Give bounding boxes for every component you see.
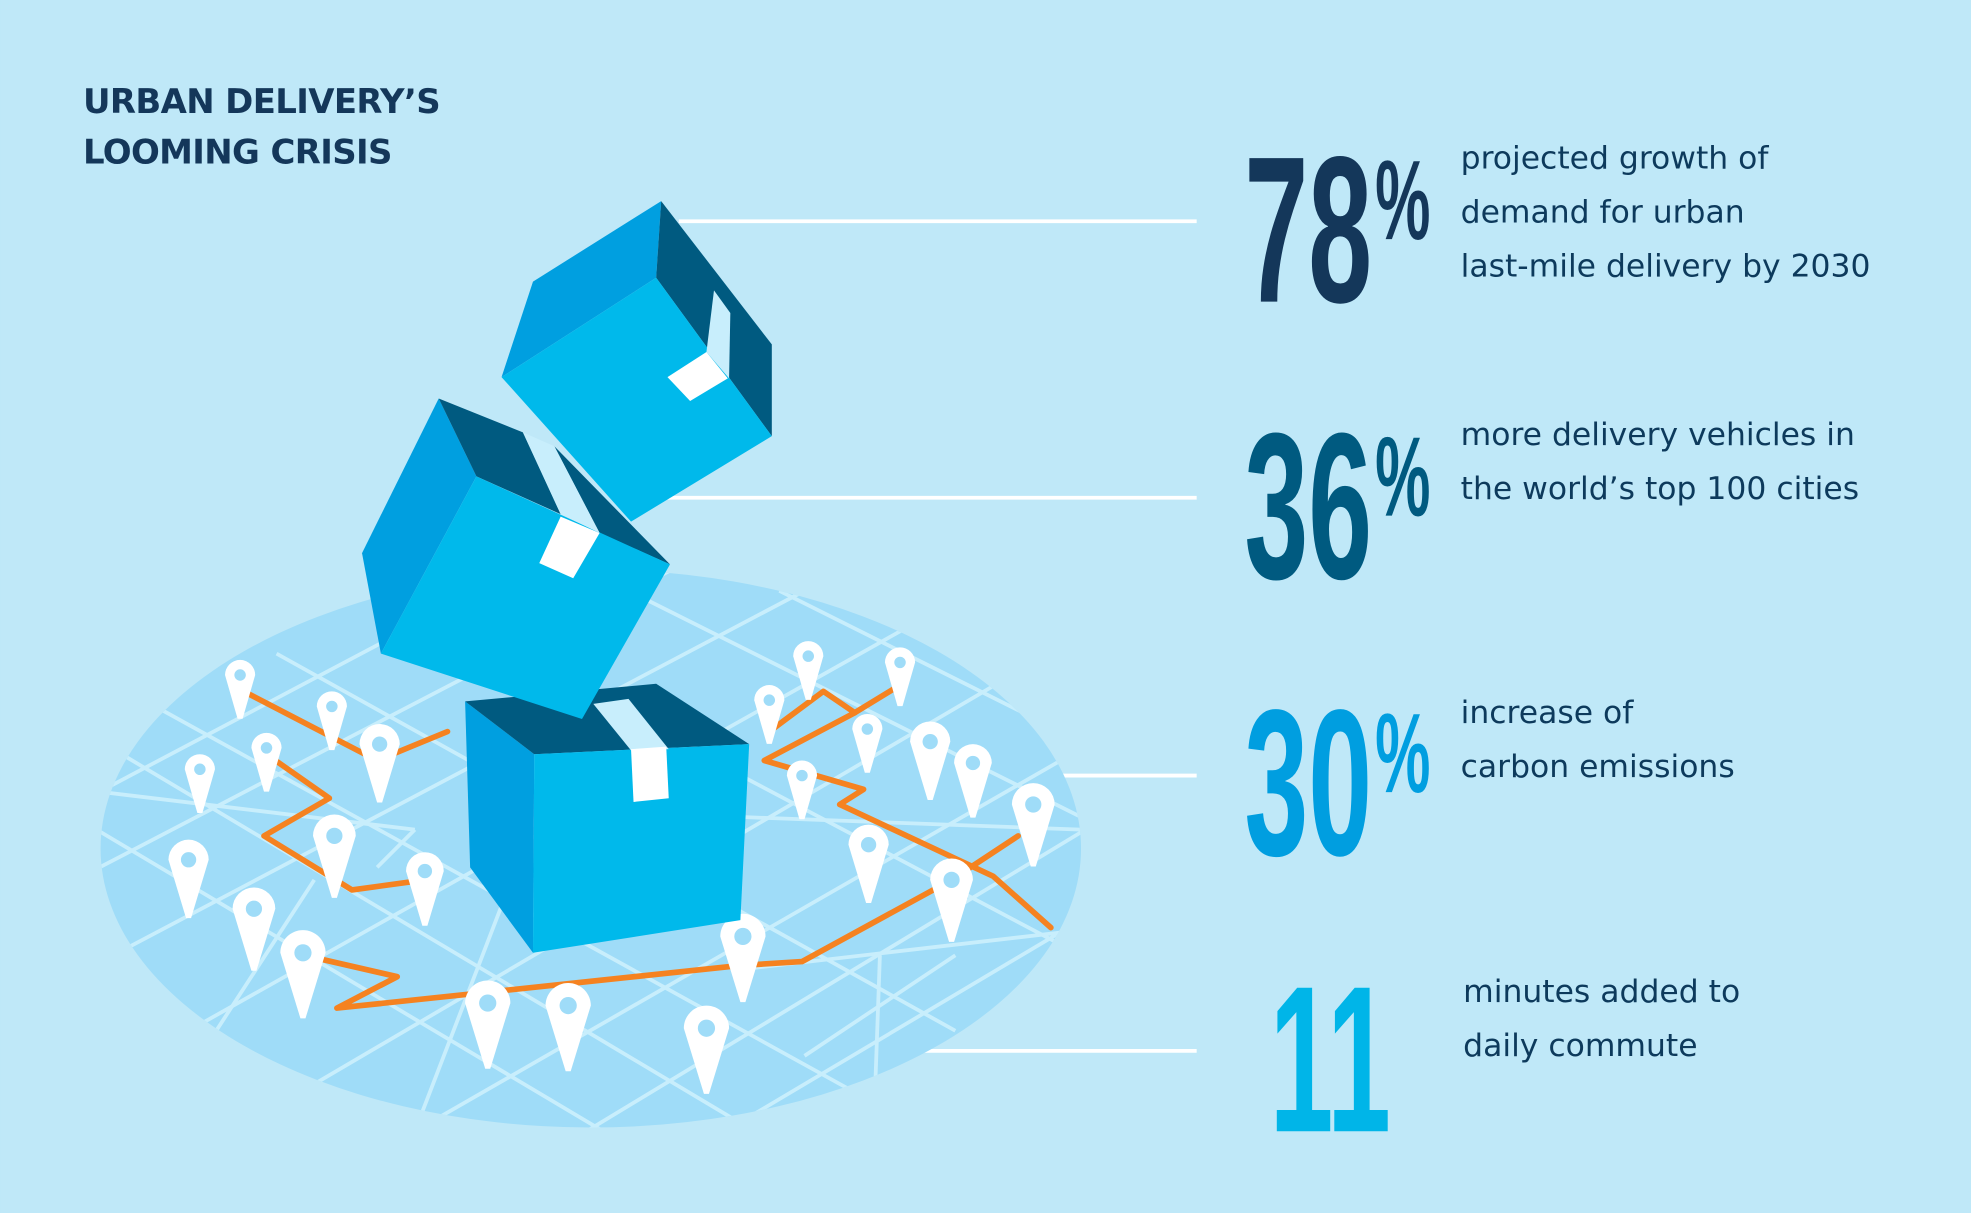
stat-description-line: last-mile delivery by 2030: [1461, 249, 1871, 285]
map-pin-icon: [313, 814, 356, 898]
street-line: [803, 953, 957, 1058]
stat-value: 36: [1244, 390, 1372, 623]
box-bottom-side: [465, 701, 535, 953]
stat-78: 78% projected growth of demand for urban la…: [1244, 113, 1870, 346]
box-top-tape-side: [706, 290, 731, 379]
stat-description-line: daily commute: [1463, 1028, 1697, 1064]
package-box-icon: [362, 398, 670, 720]
map-pin-icon: [793, 641, 824, 700]
map-pin-icon: [232, 887, 276, 971]
map-pin-icon: [1011, 783, 1055, 867]
map-pin-icon: [545, 982, 591, 1072]
title-line-1: URBAN DELIVERY’S: [83, 83, 440, 122]
stat-unit: %: [1375, 690, 1430, 816]
package-box-icon: [501, 201, 772, 522]
box-bottom-front: [532, 744, 750, 953]
box-middle-front: [380, 476, 670, 720]
stats-list: 78% projected growth of demand for urban la…: [1244, 113, 1870, 1176]
stat-description-line: demand for urban: [1461, 194, 1745, 230]
connector-lines: [653, 219, 1197, 1053]
box-bottom-tape: [631, 746, 669, 802]
box-middle-top: [438, 398, 561, 515]
map-pin-icon: [754, 685, 785, 744]
route-line: [761, 709, 1054, 931]
map-pin-icon: [168, 839, 209, 919]
box-middle-side: [362, 398, 477, 654]
stat-value: 11: [1270, 943, 1391, 1176]
map-pin-icon: [930, 858, 973, 942]
street-line: [100, 815, 605, 1128]
stat-11: 11 minutes added to daily commute: [1270, 943, 1741, 1176]
stat-value: 78: [1244, 113, 1372, 346]
map-pin-icon: [720, 913, 766, 1003]
map-pin-icon: [852, 713, 883, 773]
stat-description-line: carbon emissions: [1461, 749, 1735, 785]
street-line: [100, 790, 416, 832]
route-line: [766, 682, 903, 735]
stat-unit: %: [1375, 414, 1430, 540]
map-pins: [168, 641, 1055, 1094]
street-line: [564, 815, 1082, 1128]
street-line: [753, 928, 1082, 970]
box-middle-tape-top: [522, 432, 600, 533]
map-pin-icon: [465, 980, 511, 1069]
map-pin-icon: [184, 754, 215, 814]
title-line-2: LOOMING CRISIS: [83, 133, 392, 172]
package-box-icon: [465, 683, 750, 953]
stat-description-line: minutes added to: [1463, 974, 1740, 1010]
map-pin-icon: [884, 647, 916, 707]
map-pin-icon: [406, 852, 444, 926]
stat-description-line: increase of: [1461, 695, 1635, 731]
map-pin-icon: [683, 1005, 730, 1094]
map-pin-icon: [280, 930, 326, 1019]
map-pin-icon: [316, 691, 347, 751]
map-pin-icon: [359, 724, 400, 803]
stat-description-line: projected growth of: [1461, 140, 1770, 176]
street-line: [702, 903, 1082, 1128]
stat-unit: %: [1375, 137, 1430, 263]
map-pin-icon: [225, 659, 256, 719]
map-pin-icon: [786, 760, 818, 820]
stat-description-line: the world’s top 100 cities: [1461, 471, 1859, 507]
box-bottom-tape-top: [593, 698, 669, 751]
stat-36: 36% more delivery vehicles in the world’s …: [1244, 390, 1859, 623]
stat-description-line: more delivery vehicles in: [1461, 417, 1855, 453]
box-top-tape: [667, 351, 728, 401]
box-middle-top-2: [554, 446, 670, 565]
route-line: [261, 751, 428, 893]
map-pin-icon: [910, 721, 951, 800]
map-pin-icon: [954, 744, 992, 818]
box-middle-tape: [539, 516, 600, 579]
stat-value: 30: [1244, 666, 1372, 899]
map-pin-icon: [848, 824, 889, 904]
box-top-front: [501, 277, 772, 522]
street-line: [375, 828, 417, 869]
map-pin-icon: [251, 732, 282, 792]
stat-30: 30% increase of carbon emissions: [1244, 666, 1734, 899]
map-streets: [100, 569, 1082, 1128]
street-line: [112, 589, 806, 957]
box-top-side: [501, 201, 662, 378]
